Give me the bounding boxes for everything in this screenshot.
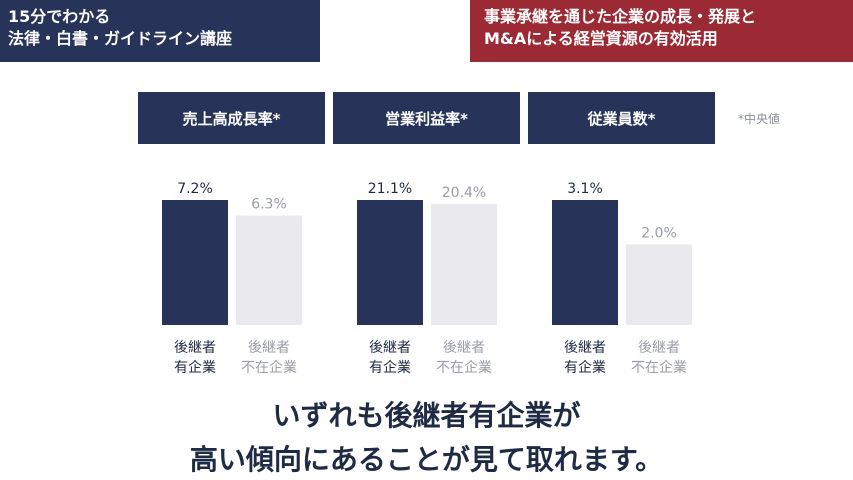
category-label-with-successor: 後継者 有企業 [174, 340, 216, 376]
value-label-2-0: 3.1% [567, 181, 603, 197]
value-label-1-0: 21.1% [368, 181, 412, 197]
course-badge: 15分でわかる 法律・白書・ガイドライン講座 [0, 0, 320, 62]
category-label-with-successor: 後継者 有企業 [369, 340, 411, 376]
course-badge-line1: 15分でわかる [8, 7, 111, 26]
bar-0-0 [162, 200, 228, 325]
category-label-no-successor: 後継者 不在企業 [631, 340, 687, 376]
bar-2-1 [626, 244, 692, 325]
chart-title-sales-growth: 売上高成長率* [138, 92, 325, 144]
chart-title-operating-margin: 営業利益率* [333, 92, 520, 144]
topic-badge: 事業承継を通じた企業の成長・発展と M&Aによる経営資源の有効活用 [470, 0, 853, 62]
value-label-1-1: 20.4% [442, 185, 486, 201]
bar-2-0 [552, 200, 618, 325]
conclusion-line-2: 高い傾向にあることが見て取れます。 [189, 443, 664, 476]
value-label-0-0: 7.2% [177, 181, 213, 197]
bar-1-1 [431, 204, 497, 325]
topic-badge-line1: 事業承継を通じた企業の成長・発展と [484, 7, 757, 26]
conclusion-line-1: いずれも後継者有企業が [272, 399, 581, 432]
bar-1-0 [357, 200, 423, 325]
chart-title-employees: 従業員数* [528, 92, 715, 144]
category-label-no-successor: 後継者 不在企業 [241, 340, 297, 376]
value-label-2-1: 2.0% [641, 225, 677, 241]
category-label-with-successor: 後継者 有企業 [564, 340, 606, 376]
topic-badge-line2: M&Aによる経営資源の有効活用 [484, 29, 718, 48]
category-label-no-successor: 後継者 不在企業 [436, 340, 492, 376]
median-note: *中央値 [738, 112, 781, 126]
bar-0-1 [236, 215, 302, 325]
course-badge-line2: 法律・白書・ガイドライン講座 [8, 29, 233, 48]
bar-charts: 7.2% 6.3% 21.1% 20.4% 3.1% 2.0% [162, 181, 692, 325]
value-label-0-1: 6.3% [251, 197, 287, 213]
